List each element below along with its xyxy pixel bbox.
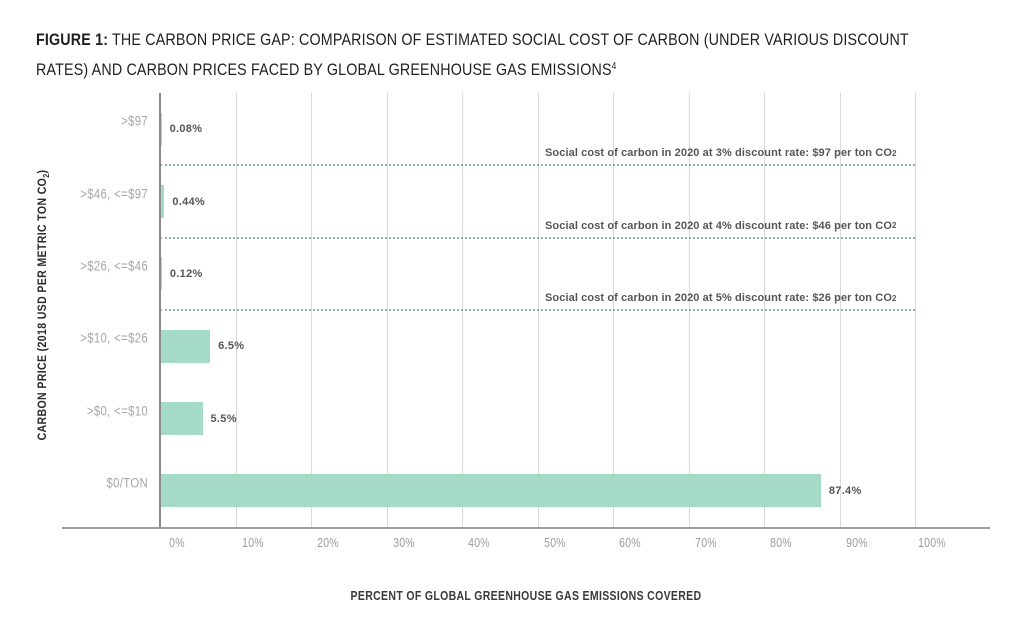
- social-cost-line: [160, 236, 915, 239]
- y-axis-title-text: CARBON PRICE (2018 USD PER METRIC TON CO: [35, 177, 49, 441]
- annotation-subscript: 2: [891, 148, 897, 158]
- x-axis-line: [62, 527, 990, 529]
- x-axis-title: PERCENT OF GLOBAL GREENHOUSE GAS EMISSIO…: [350, 589, 702, 603]
- x-tick-label: 20%: [317, 536, 339, 550]
- x-tick-label: 40%: [468, 536, 490, 550]
- category-label: $0/TON: [106, 475, 148, 491]
- y-axis-title-subscript: 2: [42, 173, 51, 178]
- annotation-subscript: 2: [891, 293, 897, 303]
- bar-value-label: 5.5%: [210, 412, 237, 425]
- figure-title: FIGURE 1: THE CARBON PRICE GAP: COMPARIS…: [36, 26, 952, 83]
- social-cost-line: [160, 164, 915, 167]
- bar->$97: [161, 112, 162, 146]
- bar->$0, <=$10: [161, 402, 203, 435]
- social-cost-annotation: Social cost of carbon in 2020 at 5% disc…: [545, 287, 897, 309]
- bar->$46, <=$97: [161, 185, 165, 218]
- category-label: >$10, <=$26: [80, 330, 148, 346]
- bar-value-label: 0.08%: [169, 123, 203, 136]
- social-cost-line: [160, 309, 915, 311]
- annotation-text: Social cost of carbon in 2020 at 5% disc…: [545, 292, 892, 304]
- category-label: >$97: [121, 113, 148, 129]
- bar-value-label: 6.5%: [218, 340, 245, 353]
- x-tick-label: 10%: [241, 536, 264, 550]
- category-label: >$46, <=$97: [80, 186, 148, 201]
- y-axis-title: CARBON PRICE (2018 USD PER METRIC TON CO…: [35, 170, 51, 441]
- figure-title-text: THE CARBON PRICE GAP: COMPARISON OF ESTI…: [36, 30, 909, 79]
- annotation-text: Social cost of carbon in 2020 at 4% disc…: [545, 219, 892, 232]
- x-tick-label: 90%: [845, 536, 868, 550]
- annotation-text: Social cost of carbon in 2020 at 3% disc…: [545, 147, 892, 160]
- social-cost-annotation: Social cost of carbon in 2020 at 4% disc…: [545, 215, 897, 237]
- x-tick-label: 0%: [169, 536, 185, 550]
- bar-value-label: 87.4%: [828, 484, 862, 497]
- annotation-subscript: 2: [891, 221, 897, 231]
- bar-value-label: 0.44%: [172, 195, 206, 208]
- y-axis-line: [159, 93, 161, 527]
- category-label: >$0, <=$10: [86, 403, 148, 418]
- x-tick-label: 50%: [543, 536, 566, 550]
- x-tick-label: 70%: [694, 536, 717, 550]
- x-tick-label: 60%: [619, 536, 641, 550]
- gridline-100%: [915, 93, 916, 527]
- x-tick-label: 30%: [392, 536, 415, 550]
- bar-$0/TON: [161, 474, 821, 508]
- x-tick-label: 80%: [770, 536, 792, 550]
- bar->$10, <=$26: [161, 329, 211, 363]
- figure-label: FIGURE 1:: [36, 30, 109, 49]
- social-cost-annotation: Social cost of carbon in 2020 at 3% disc…: [545, 142, 897, 164]
- y-axis-title-suffix: ): [35, 169, 49, 174]
- bar->$26, <=$46: [161, 257, 162, 291]
- category-label: >$26, <=$46: [80, 258, 148, 274]
- x-tick-label: 100%: [918, 536, 946, 550]
- bar-value-label: 0.12%: [169, 267, 203, 280]
- footnote-marker: 4: [611, 61, 617, 72]
